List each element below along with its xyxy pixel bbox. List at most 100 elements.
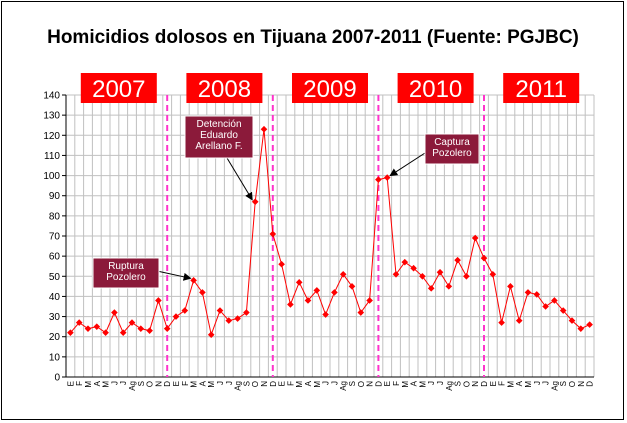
x-tick-label: O [357, 381, 366, 387]
data-point [524, 289, 532, 296]
x-tick-label: M [418, 381, 427, 388]
data-point [111, 309, 118, 316]
data-point [498, 319, 505, 326]
data-point [427, 285, 435, 292]
annotation-label: Arellano F. [195, 141, 242, 152]
data-point [313, 287, 321, 294]
x-tick-label: Ag [445, 381, 454, 391]
data-point [155, 297, 162, 304]
data-point [67, 329, 74, 336]
x-tick-label: Ag [550, 381, 559, 391]
data-point [507, 283, 514, 290]
x-tick-label: S [348, 381, 357, 386]
x-tick-label: O [462, 381, 471, 387]
x-tick-label: D [163, 381, 172, 387]
y-tick-label: 0 [54, 373, 60, 384]
x-tick-label: O [251, 381, 260, 387]
x-tick-label: J [330, 381, 339, 385]
x-tick-label: E [172, 381, 181, 386]
x-tick-label: A [93, 380, 102, 386]
x-tick-label: J [542, 381, 551, 385]
x-tick-label: F [286, 381, 295, 386]
data-point [102, 329, 109, 336]
x-tick-label: Ag [128, 381, 137, 391]
annotation-box [92, 257, 160, 289]
data-point [93, 323, 101, 330]
y-tick-label: 60 [49, 252, 61, 263]
data-point [234, 315, 241, 322]
y-tick-label: 140 [43, 91, 60, 102]
data-point [339, 270, 347, 278]
x-tick-label: Ag [234, 381, 243, 391]
x-tick-label: S [137, 381, 146, 386]
x-tick-label: M [84, 381, 93, 388]
year-label: 2010 [409, 76, 462, 103]
data-point [515, 317, 523, 324]
data-point [542, 303, 549, 310]
x-tick-label: E [278, 381, 287, 386]
x-tick-label: M [506, 381, 515, 388]
x-tick-label: M [190, 381, 199, 388]
x-tick-label: S [559, 381, 568, 386]
year-label: 2007 [92, 76, 145, 103]
year-label-box [80, 73, 157, 103]
data-point [392, 270, 400, 278]
data-point [480, 254, 488, 262]
data-point [75, 319, 83, 326]
x-tick-label: J [427, 381, 436, 385]
data-point [331, 289, 338, 296]
x-tick-label: M [313, 381, 322, 388]
data-point [489, 270, 497, 278]
data-point [278, 260, 285, 268]
x-tick-label: Ag [339, 381, 348, 391]
data-point [533, 291, 541, 298]
data-point [445, 283, 453, 290]
data-point [410, 264, 417, 272]
data-point [269, 230, 277, 238]
chart-title: Homicidios dolosos en Tijuana 2007-2011 … [47, 27, 579, 48]
x-tick-label: F [392, 381, 401, 386]
y-tick-label: 10 [49, 352, 61, 363]
annotation-arrow [389, 152, 426, 177]
x-tick-label: N [577, 381, 586, 387]
data-point [207, 331, 215, 339]
year-label-box [397, 73, 474, 103]
x-tick-label: A [198, 380, 207, 386]
data-point [137, 325, 145, 332]
y-tick-label: 100 [43, 171, 60, 182]
x-tick-label: M [524, 381, 533, 388]
y-tick-label: 80 [49, 211, 61, 222]
annotation-box [184, 115, 254, 159]
annotation-label: Ruptura [108, 261, 144, 272]
annotation-label: Captura [434, 137, 470, 148]
data-point [348, 283, 356, 290]
y-tick-label: 120 [43, 131, 60, 142]
x-tick-label: J [119, 381, 128, 385]
year-label-box [503, 73, 580, 103]
x-tick-label: N [154, 381, 163, 387]
year-label: 2008 [198, 76, 251, 103]
data-point [568, 317, 576, 324]
annotation-label: Pozolero [106, 272, 146, 283]
annotation-box [424, 133, 480, 165]
data-point [357, 309, 365, 316]
x-tick-label: D [480, 381, 489, 387]
y-tick-label: 40 [49, 292, 61, 303]
y-tick-label: 30 [49, 312, 61, 323]
data-point [199, 289, 206, 296]
annotation-label: Eduardo [200, 130, 238, 141]
data-point [181, 307, 189, 314]
x-tick-label: E [66, 381, 75, 386]
data-point [190, 277, 197, 284]
data-point [295, 279, 303, 286]
x-tick-label: J [322, 381, 331, 385]
y-tick-label: 110 [44, 151, 60, 162]
y-tick-label: 90 [49, 191, 61, 202]
x-tick-label: J [110, 381, 119, 385]
year-label: 2009 [303, 76, 356, 103]
data-point [243, 309, 250, 316]
data-point [225, 317, 233, 324]
x-tick-label: N [366, 381, 375, 387]
data-point [577, 325, 585, 332]
y-tick-label: 50 [49, 272, 61, 283]
